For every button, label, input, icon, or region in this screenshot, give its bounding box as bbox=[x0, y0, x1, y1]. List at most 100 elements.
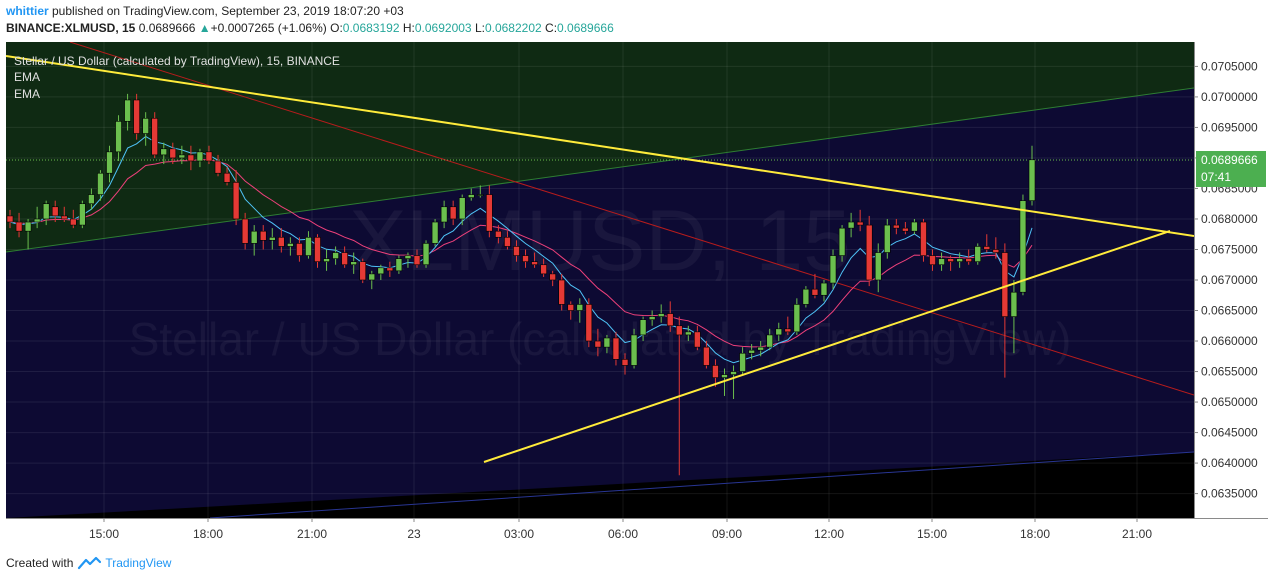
candle-body bbox=[278, 236, 285, 247]
price-tick-label: 0.0635000 bbox=[1201, 487, 1258, 501]
close-value: 0.0689666 bbox=[557, 21, 614, 35]
candle-body bbox=[250, 230, 258, 244]
price-axis[interactable] bbox=[1194, 42, 1268, 518]
candle-body bbox=[323, 258, 330, 262]
candle-body bbox=[241, 218, 249, 244]
candle-body bbox=[621, 359, 629, 366]
candle-body bbox=[42, 203, 50, 220]
price-tick-label: 0.0695000 bbox=[1201, 120, 1258, 134]
candle-body bbox=[259, 230, 267, 241]
low-value: 0.0682202 bbox=[484, 21, 542, 35]
candle-body bbox=[440, 206, 448, 223]
candle-body bbox=[748, 349, 755, 354]
descending-trendline[interactable] bbox=[6, 55, 1194, 237]
channel-zone-lower bbox=[6, 452, 1194, 518]
candle-body bbox=[902, 227, 909, 232]
candle-body bbox=[757, 346, 764, 351]
candle-body bbox=[558, 279, 565, 305]
candle-body bbox=[449, 206, 457, 220]
candle-body bbox=[883, 224, 891, 253]
time-tick-label: 15:00 bbox=[89, 527, 119, 541]
high-value: 0.0692003 bbox=[414, 21, 472, 35]
candle-body bbox=[612, 337, 620, 360]
author-link[interactable]: whittier bbox=[6, 4, 49, 18]
candle-body bbox=[1028, 159, 1036, 201]
candle-body bbox=[142, 117, 149, 134]
candle-body bbox=[856, 221, 864, 226]
candle-body bbox=[739, 352, 746, 372]
legend-title[interactable]: Stellar / US Dollar (calculated by Tradi… bbox=[14, 54, 340, 68]
candle-body bbox=[106, 151, 113, 174]
countdown-label: 07:41 bbox=[1201, 170, 1231, 184]
candle-body bbox=[938, 258, 945, 266]
price-tick-label: 0.0660000 bbox=[1201, 334, 1258, 348]
candle-body bbox=[657, 313, 665, 317]
legend-ema-1[interactable]: EMA bbox=[14, 70, 40, 84]
price-tick-label: 0.0705000 bbox=[1201, 59, 1258, 73]
candle-body bbox=[802, 288, 810, 305]
candle-body bbox=[196, 151, 204, 162]
red-trendline[interactable] bbox=[69, 42, 1194, 396]
price-tick-label: 0.0645000 bbox=[1201, 426, 1258, 440]
candle-body bbox=[268, 236, 276, 241]
footer-created-label: Created with bbox=[6, 556, 74, 570]
candle-body bbox=[504, 236, 511, 247]
footer-brand-link[interactable]: TradingView bbox=[105, 556, 172, 570]
candle-body bbox=[784, 328, 792, 333]
candle-body bbox=[522, 255, 529, 262]
candle-body bbox=[178, 154, 186, 159]
candle-body bbox=[513, 246, 520, 256]
candle-body bbox=[893, 224, 900, 229]
last-price-tag-value: 0.0689666 bbox=[1201, 153, 1258, 167]
candle-body bbox=[115, 121, 122, 153]
candle-body bbox=[911, 221, 918, 232]
candle-body bbox=[413, 255, 421, 266]
candle-body bbox=[458, 197, 466, 220]
candle-body bbox=[160, 148, 168, 156]
price-axis-ticks: 0.07050000.07000000.06950000.06900000.06… bbox=[1194, 59, 1258, 501]
ema-slow-line[interactable] bbox=[9, 158, 1033, 348]
candle-body bbox=[865, 224, 873, 281]
candle-body bbox=[404, 255, 412, 259]
time-tick-label: 18:00 bbox=[1020, 527, 1050, 541]
candle-body bbox=[1010, 291, 1018, 317]
candle-body bbox=[88, 194, 95, 205]
change-up-icon: ▲ bbox=[198, 21, 211, 35]
candle-body bbox=[305, 236, 312, 256]
candle-body bbox=[350, 261, 357, 266]
candle-body bbox=[766, 334, 774, 348]
publish-info: published on TradingView.com, September … bbox=[48, 4, 404, 18]
channel-upper-line[interactable] bbox=[6, 87, 1194, 253]
last-price-tag: 0.0689666 07:41 bbox=[1196, 150, 1266, 187]
candle-body bbox=[675, 325, 683, 336]
candle-body bbox=[169, 148, 177, 159]
candle-body bbox=[187, 154, 195, 162]
candle-body bbox=[395, 258, 403, 272]
candle-body bbox=[431, 221, 439, 244]
watermark: XLMUSD, 15 Stellar / US Dollar (calculat… bbox=[129, 193, 1072, 365]
candle-body bbox=[983, 246, 991, 250]
candle-body bbox=[920, 221, 927, 256]
candles bbox=[6, 93, 1036, 476]
ascending-trendline[interactable] bbox=[483, 230, 1171, 463]
candle-body bbox=[811, 288, 819, 296]
grid-lines bbox=[6, 42, 1194, 518]
ema-fast-line[interactable] bbox=[9, 135, 1033, 364]
candle-body bbox=[721, 374, 728, 378]
open-label: O: bbox=[330, 21, 343, 35]
channel-lower-line[interactable] bbox=[209, 451, 1194, 518]
time-axis[interactable] bbox=[6, 518, 1194, 548]
candle-body bbox=[359, 261, 367, 281]
legend-ema-2[interactable]: EMA bbox=[14, 87, 40, 101]
candle-body bbox=[314, 236, 321, 262]
time-tick-label: 03:00 bbox=[504, 527, 534, 541]
candle-body bbox=[531, 261, 538, 266]
price-tick-label: 0.0655000 bbox=[1201, 365, 1258, 379]
time-tick-label: 21:00 bbox=[1122, 527, 1152, 541]
price-tick-label: 0.0670000 bbox=[1201, 273, 1258, 287]
price-tick-label: 0.0700000 bbox=[1201, 90, 1258, 104]
time-tick-label: 09:00 bbox=[712, 527, 742, 541]
candle-body bbox=[205, 151, 213, 162]
candle-body bbox=[694, 331, 701, 348]
